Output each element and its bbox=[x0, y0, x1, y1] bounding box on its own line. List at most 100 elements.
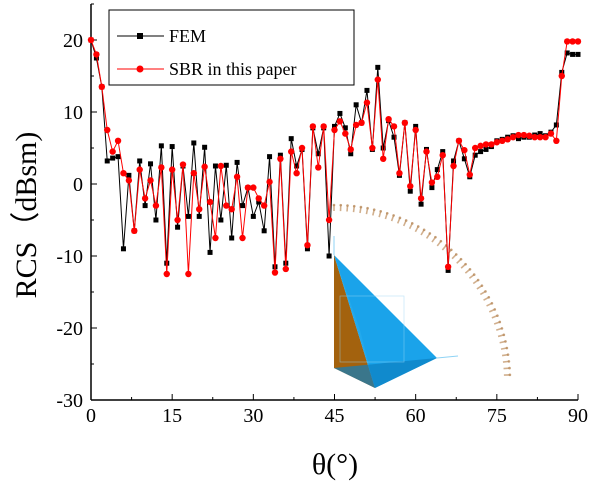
arc-dot bbox=[379, 210, 383, 213]
data-point-sbr bbox=[104, 126, 111, 134]
data-point-fem bbox=[250, 213, 256, 219]
data-point-sbr bbox=[250, 184, 257, 191]
data-point-fem bbox=[337, 110, 343, 116]
x-tick-label: 60 bbox=[406, 405, 426, 427]
data-point-sbr bbox=[217, 162, 225, 170]
data-point-fem bbox=[380, 145, 386, 151]
data-point-sbr bbox=[536, 134, 544, 141]
data-point-fem bbox=[191, 140, 197, 146]
data-point-fem bbox=[137, 158, 143, 164]
data-point-sbr bbox=[482, 141, 490, 148]
data-point-fem bbox=[537, 131, 543, 137]
tetrahedron-blue-face bbox=[334, 255, 437, 388]
data-point-sbr bbox=[147, 177, 154, 184]
data-point-sbr bbox=[141, 195, 149, 202]
data-point-sbr bbox=[520, 131, 528, 139]
x-tick-label: 90 bbox=[568, 405, 588, 427]
arc-dot bbox=[410, 222, 414, 225]
y-axis-title: RCS（dBsm) bbox=[10, 132, 43, 299]
arc-dot bbox=[500, 327, 504, 330]
data-point-sbr bbox=[136, 166, 143, 173]
legend-sbr-marker bbox=[136, 65, 144, 73]
data-point-fem bbox=[153, 217, 159, 223]
data-point-sbr bbox=[428, 179, 436, 186]
data-point-sbr bbox=[423, 148, 430, 155]
data-point-fem bbox=[391, 134, 397, 140]
arc-dot bbox=[454, 253, 458, 256]
arc-dot bbox=[472, 273, 476, 276]
data-point-fem bbox=[418, 201, 424, 207]
data-point-sbr bbox=[174, 216, 181, 224]
arc-dot bbox=[468, 267, 472, 271]
data-point-fem bbox=[185, 213, 191, 219]
data-point-sbr bbox=[179, 161, 187, 168]
inset-axis-horizontal bbox=[436, 355, 459, 359]
arc-dot bbox=[416, 225, 420, 228]
arc-dot bbox=[487, 295, 491, 299]
y-tick-label: -10 bbox=[56, 246, 83, 268]
arc-dot bbox=[404, 219, 408, 222]
data-point-sbr bbox=[434, 173, 441, 180]
x-tick-label: 75 bbox=[487, 405, 507, 427]
data-point-sbr bbox=[363, 99, 371, 106]
data-point-fem bbox=[288, 136, 294, 142]
arc-dot bbox=[493, 308, 497, 311]
data-point-fem bbox=[120, 246, 126, 252]
series-sbr bbox=[87, 36, 582, 278]
legend-box bbox=[108, 9, 355, 86]
data-point-sbr bbox=[206, 198, 214, 206]
data-point-fem bbox=[115, 154, 121, 160]
arc-dot bbox=[464, 262, 467, 266]
data-point-fem bbox=[407, 188, 413, 194]
arc-dot bbox=[506, 353, 510, 356]
data-point-sbr bbox=[277, 155, 284, 162]
data-point-fem bbox=[434, 167, 440, 173]
data-point-sbr bbox=[444, 263, 452, 270]
data-point-sbr bbox=[255, 195, 262, 202]
data-point-sbr bbox=[509, 134, 517, 141]
data-point-sbr bbox=[168, 166, 176, 173]
data-point-fem bbox=[364, 87, 370, 93]
data-point-sbr bbox=[390, 123, 398, 130]
data-point-sbr bbox=[385, 116, 392, 123]
arc-dot bbox=[496, 314, 499, 317]
x-tick-label: 30 bbox=[243, 405, 263, 427]
data-point-fem bbox=[440, 149, 446, 155]
arc-dot bbox=[428, 232, 432, 235]
data-point-fem bbox=[218, 217, 224, 223]
data-point-sbr bbox=[288, 148, 295, 155]
arc-dot bbox=[507, 360, 511, 363]
data-point-sbr bbox=[531, 134, 538, 141]
data-point-fem bbox=[332, 123, 337, 129]
arc-dot bbox=[352, 204, 356, 208]
data-point-sbr bbox=[466, 171, 473, 178]
data-point-sbr bbox=[553, 137, 560, 144]
tetrahedron-blue-face-light bbox=[334, 255, 375, 388]
target-geometry-inset bbox=[332, 203, 512, 388]
axes: 0 15 30 45 60 75 90 -30 -20 -10 0 10 20 bbox=[56, 3, 588, 427]
tetrahedron-bottom-face bbox=[334, 358, 437, 388]
data-point-sbr bbox=[304, 242, 311, 249]
data-point-fem bbox=[326, 253, 332, 259]
data-point-sbr bbox=[223, 202, 230, 209]
data-point-fem bbox=[304, 246, 310, 252]
arc-dot bbox=[366, 206, 369, 210]
x-tick-label: 0 bbox=[86, 405, 96, 427]
data-point-sbr bbox=[526, 132, 533, 139]
arc-dot bbox=[484, 290, 487, 293]
data-point-sbr bbox=[244, 184, 252, 191]
arc-dot bbox=[504, 340, 507, 343]
arc-dot bbox=[346, 204, 349, 207]
data-point-sbr bbox=[563, 38, 571, 45]
data-point-sbr bbox=[439, 152, 446, 159]
data-point-sbr bbox=[499, 137, 506, 144]
data-point-sbr bbox=[488, 141, 495, 148]
arc-dot bbox=[332, 203, 336, 207]
data-point-sbr bbox=[152, 202, 160, 209]
data-point-fem bbox=[451, 158, 457, 164]
data-point-sbr bbox=[87, 36, 95, 44]
legend-fem-label: FEM bbox=[169, 26, 206, 46]
data-point-sbr bbox=[336, 118, 344, 125]
data-point-fem bbox=[375, 64, 381, 70]
